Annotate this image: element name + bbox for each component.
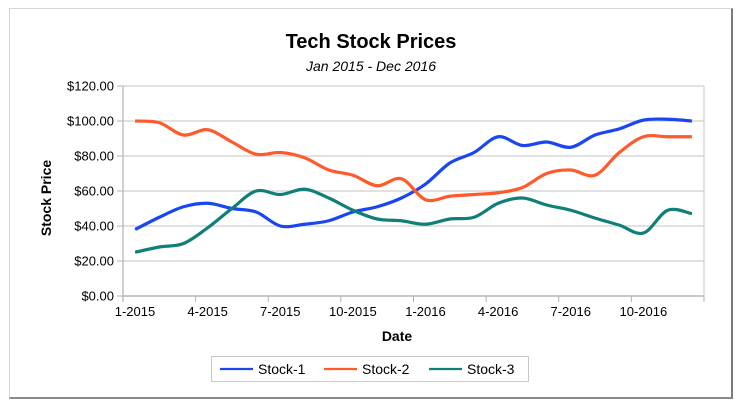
chart-subtitle: Jan 2015 - Dec 2016 (305, 58, 436, 74)
x-tick-label: 7-2015 (260, 304, 300, 319)
legend-box (211, 356, 529, 382)
y-tick-label: $80.00 (74, 149, 114, 164)
x-tick-label: 10-2016 (620, 304, 668, 319)
x-axis-title: Date (382, 328, 413, 344)
x-axis-ticks: 1-2015 4-2015 7-2015 10-2015 1-2016 4-2016 7-2… (115, 296, 705, 319)
y-axis-title: Stock Price (38, 160, 54, 236)
series-line-stock-3 (134, 187, 693, 254)
legend-label: Stock-1 (258, 361, 306, 377)
x-tick-label: 10-2015 (329, 304, 377, 319)
chart-title: Tech Stock Prices (286, 31, 457, 53)
y-tick-label: $0.00 (81, 289, 114, 304)
y-tick-label: $60.00 (74, 184, 114, 199)
x-tick-label: 4-2015 (187, 304, 227, 319)
gridlines (122, 85, 705, 302)
y-tick-label: $100.00 (67, 114, 114, 129)
x-tick-label: 4-2016 (478, 304, 518, 319)
x-tick-label: 1-2015 (115, 304, 155, 319)
y-tick-label: $20.00 (74, 254, 114, 269)
legend-label: Stock-2 (362, 361, 410, 377)
x-tick-label: 7-2016 (551, 304, 591, 319)
series-lines (134, 117, 693, 254)
y-axis-ticks: $0.00 $20.00 $40.00 $60.00 $80.00 $100.00 $120… (67, 79, 123, 304)
series-line-stock-2 (134, 119, 692, 203)
y-tick-label: $40.00 (74, 219, 114, 234)
chart-frame (9, 8, 733, 399)
legend-label: Stock-3 (467, 361, 515, 377)
y-tick-label: $120.00 (67, 79, 114, 94)
x-tick-label: 1-2016 (405, 304, 445, 319)
legend: Stock-1 Stock-2 Stock-3 (211, 356, 529, 382)
